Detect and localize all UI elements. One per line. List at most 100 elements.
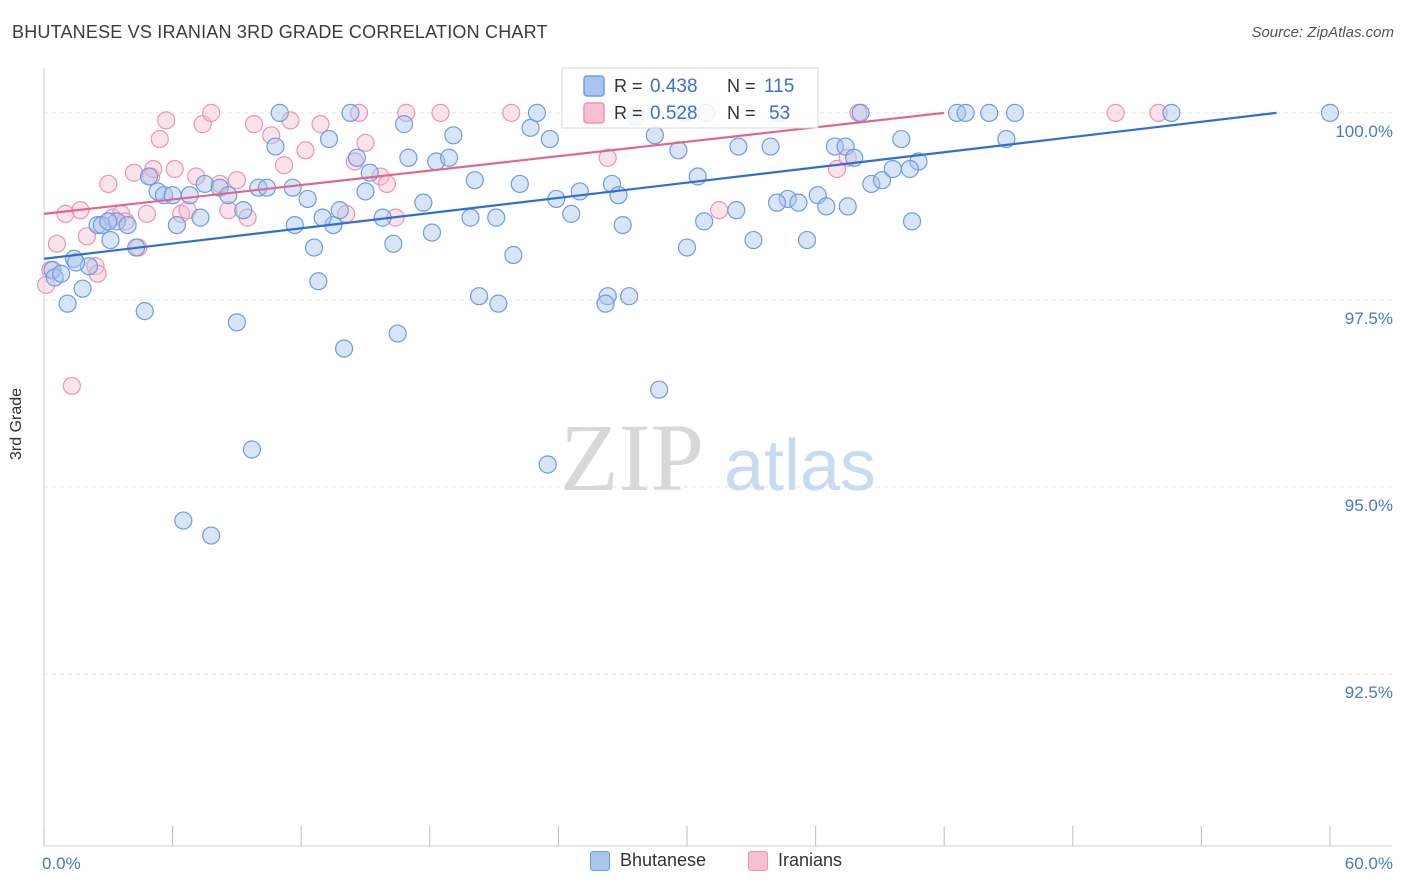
legend-n-label-2: N = <box>727 103 756 123</box>
y-tick-label: 95.0% <box>1345 496 1393 515</box>
bhutanese-trend-line <box>43 111 1277 260</box>
bhutanese-point <box>202 526 221 545</box>
bhutanese-point <box>729 137 748 156</box>
legend-r-value-2: 0.528 <box>650 103 698 124</box>
bottom-legend: Bhutanese Iranians <box>0 850 1406 878</box>
bhutanese-point <box>414 193 433 212</box>
iranians-point <box>47 234 66 253</box>
iranians-point <box>377 174 397 194</box>
bhutanese-point <box>902 212 922 231</box>
iranians-point <box>202 103 221 122</box>
iranians-point <box>124 163 144 182</box>
iranians-point <box>296 141 315 160</box>
bhutanese-point <box>135 302 154 321</box>
bhutanese-point <box>695 212 714 231</box>
bhutanese-point <box>797 230 817 250</box>
bhutanese-point <box>52 264 71 283</box>
bhutanese-point <box>613 215 632 235</box>
bhutanese-point <box>341 103 360 122</box>
bhutanese-point <box>330 201 349 220</box>
bhutanese-point <box>234 201 253 220</box>
x-tick-label-min: 0.0% <box>42 854 81 873</box>
bhutanese-point <box>195 174 214 194</box>
bhutanese-point <box>489 294 508 313</box>
bhutanese-point <box>562 204 581 223</box>
bhutanese-point <box>266 137 285 156</box>
bhutanese-point <box>538 455 557 474</box>
y-tick-label: 97.5% <box>1345 309 1393 328</box>
bhutanese-point <box>465 171 484 190</box>
iranians-point <box>157 111 176 130</box>
iranians-point <box>262 126 281 145</box>
source-label: Source: ZipAtlas.com <box>1251 24 1394 41</box>
bhutanese-point <box>180 186 199 205</box>
bhutanese-point <box>521 118 540 137</box>
bhutanese-point <box>469 287 489 306</box>
iranians-point <box>99 174 118 194</box>
bhutanese-point <box>439 148 459 167</box>
bhutanese-point <box>422 223 442 242</box>
bhutanese-point <box>174 511 193 530</box>
bhutanese-point <box>1162 103 1181 122</box>
legend-n-value-2: 53 <box>769 103 790 124</box>
bhutanese-point <box>227 313 246 332</box>
iranians-point <box>219 201 238 220</box>
iranians-point <box>150 129 169 149</box>
bhutanese-point <box>399 148 418 167</box>
bhutanese-point <box>1320 103 1340 122</box>
bhutanese-point <box>892 129 911 149</box>
iranians-trend-line <box>43 111 945 215</box>
iranians-point <box>431 103 450 122</box>
iranians-point <box>244 115 264 134</box>
legend-item-iranians[interactable]: Iranians <box>748 850 842 871</box>
bhutanese-point <box>510 174 529 194</box>
iranians-point <box>77 227 96 246</box>
bhutanese-point <box>219 186 238 205</box>
bhutanese-points <box>43 103 1340 545</box>
bhutanese-point <box>285 215 304 235</box>
legend-r-label-1: R = <box>614 76 643 96</box>
iranians-point <box>598 148 617 167</box>
iranians-point <box>397 103 416 122</box>
bhutanese-point <box>727 201 746 220</box>
legend-swatch-bhutanese <box>583 75 605 97</box>
iranians-point <box>86 257 105 276</box>
bhutanese-point <box>838 197 857 216</box>
legend-label-iranians: Iranians <box>778 850 843 870</box>
bhutanese-point <box>334 339 354 358</box>
iranians-point <box>165 159 184 179</box>
bhutanese-point <box>461 208 480 227</box>
legend-item-bhutanese[interactable]: Bhutanese <box>590 850 706 871</box>
iranians-point <box>227 171 246 190</box>
legend-n-label-1: N = <box>727 76 756 96</box>
tick-labels: 100.0% 97.5% 95.0% 92.5% 0.0% 60.0% <box>42 122 1393 873</box>
bhutanese-point <box>394 115 414 134</box>
legend-box: R = 0.438 N = 115 R = 0.528 N = 53 <box>561 67 819 129</box>
bhutanese-point <box>139 167 159 186</box>
iranians-point <box>56 204 75 223</box>
bhutanese-point <box>487 208 506 227</box>
bhutanese-point <box>242 440 262 459</box>
bhutanese-point <box>677 238 697 257</box>
bhutanese-point <box>744 230 763 250</box>
bhutanese-point <box>298 189 317 209</box>
legend-n-value-1: 115 <box>764 76 794 97</box>
bhutanese-point <box>570 182 589 201</box>
bhutanese-point <box>598 287 617 306</box>
bhutanese-point <box>540 129 559 149</box>
bhutanese-point <box>118 215 137 235</box>
bhutanese-point <box>88 215 107 235</box>
bhutanese-point <box>388 324 407 343</box>
bhutanese-point <box>883 159 902 179</box>
bhutanese-point <box>862 174 881 194</box>
bhutanese-point <box>444 126 463 145</box>
axes <box>43 68 1392 847</box>
y-tick-label: 92.5% <box>1345 683 1393 702</box>
bhutanese-point <box>347 148 367 167</box>
bhutanese-point <box>167 215 186 235</box>
watermark: ZIP atlas <box>560 404 876 511</box>
legend-swatch-iranians <box>583 102 605 124</box>
legend-swatch-bhutanese-bottom <box>590 850 610 871</box>
iranians-point <box>274 156 294 175</box>
bhutanese-point <box>1005 103 1025 122</box>
